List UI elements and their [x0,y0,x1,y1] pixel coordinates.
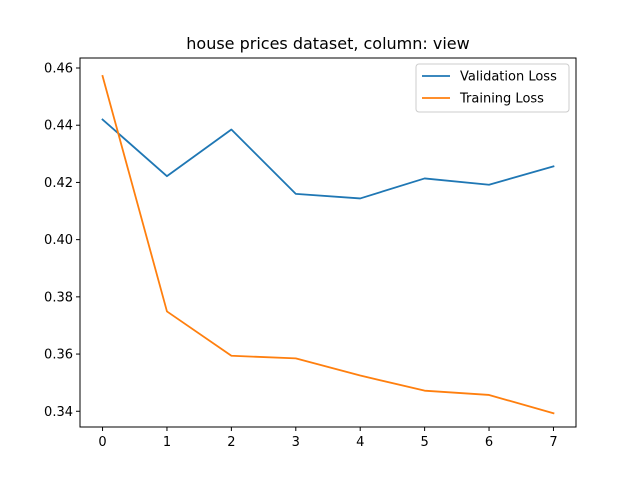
x-tick-label: 0 [98,435,106,450]
x-tick-label: 5 [420,435,428,450]
x-tick-label: 6 [485,435,493,450]
y-tick-label: 0.44 [44,119,73,134]
x-tick-label: 2 [227,435,235,450]
plot-area: 0 1 2 3 4 5 6 7 0.34 0.36 0.38 0.40 0.42 0.44 0.46 [44,57,577,450]
series-line-1 [101,118,555,200]
series-line-2 [101,74,555,415]
y-tick-label: 0.42 [44,176,73,191]
legend-label-1: Validation Loss [460,70,557,85]
chart-title: house prices dataset, column: view [186,34,469,53]
y-tick-label: 0.36 [44,348,73,363]
legend-box [415,63,570,113]
y-tick-label: 0.46 [44,62,73,77]
legend-label-2: Training Loss [459,92,544,107]
x-tick-label: 4 [356,435,364,450]
legend: Validation Loss Training Loss [415,63,570,113]
y-tick-label: 0.34 [44,405,73,420]
y-tick-label: 0.40 [44,233,73,248]
y-tick-label: 0.38 [44,290,73,305]
x-tick-label: 3 [292,435,300,450]
x-tick-label: 1 [163,435,171,450]
x-tick-label: 7 [549,435,557,450]
axes-frame [79,57,577,428]
